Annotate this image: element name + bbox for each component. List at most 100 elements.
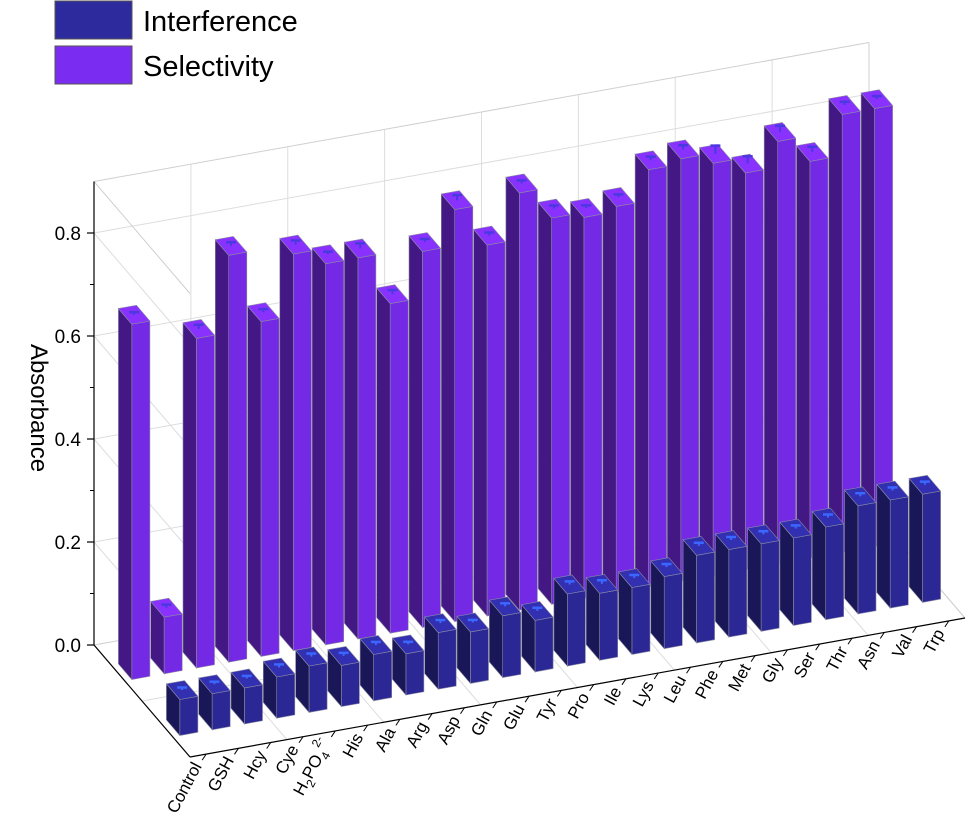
x-tick — [234, 748, 239, 755]
bar-interference-Ala — [359, 635, 393, 702]
bar-selectivity-Gly — [699, 144, 732, 577]
bar-front-face — [922, 490, 941, 603]
bar-interference-Asp — [424, 613, 457, 691]
bar-selectivity-Lys — [569, 198, 603, 600]
bar-side-face — [908, 477, 923, 604]
bar-front-face — [308, 662, 328, 713]
bar-front-face — [680, 155, 700, 582]
bar-front-face — [566, 590, 586, 667]
bar-front-face — [228, 251, 248, 663]
bar-top-face — [779, 518, 812, 539]
bar-front-face — [454, 206, 474, 622]
bar-side-face — [408, 234, 423, 629]
x-tick — [363, 724, 369, 732]
bar-interference-Phe — [682, 536, 716, 644]
frame-edge — [93, 42, 870, 182]
bar-selectivity-Tyr — [473, 225, 506, 617]
x-tick-label: Pro — [564, 690, 593, 722]
bar-side-face — [570, 200, 585, 600]
bar-front-face — [648, 166, 667, 588]
bar-interference-Arg — [391, 634, 425, 696]
x-tick-label: Asn — [853, 637, 884, 672]
bar-selectivity-Ile — [537, 198, 571, 606]
bar-interference-His — [327, 646, 360, 708]
frame-edge — [93, 181, 191, 294]
bar-side-face — [118, 307, 133, 681]
bar-selectivity-Ser — [731, 153, 764, 571]
bar-interference-Tyr — [521, 601, 554, 673]
legend-label-selectivity: Selectivity — [143, 51, 274, 83]
bar-top-face — [408, 232, 442, 252]
bar-top-face — [279, 234, 312, 255]
x-tick — [944, 620, 950, 628]
bar-front-face — [696, 551, 715, 644]
y-axis-title: Absorbance — [25, 344, 52, 472]
x-tick — [266, 742, 272, 749]
bar-selectivity-Glu — [440, 190, 474, 623]
bar-top-face — [569, 198, 603, 218]
bar-side-face — [376, 287, 391, 635]
bar-side-face — [828, 97, 843, 553]
x-tick-label: Gln — [467, 707, 496, 739]
bar-front-face — [470, 628, 489, 684]
x-tick-label: Met — [725, 660, 755, 694]
x-tick — [815, 643, 821, 651]
bar-front-face — [276, 673, 296, 719]
x-tick-label: Gly — [758, 654, 787, 686]
bar-top-face — [828, 95, 861, 115]
bar-side-face — [634, 153, 649, 588]
legend: Interference Selectivity — [54, 0, 298, 85]
x-tick — [653, 672, 659, 680]
bar-top-face — [473, 225, 506, 246]
bar-front-face — [615, 202, 635, 594]
x-tick-label: Arg — [403, 719, 432, 751]
bar-interference-Ile — [585, 574, 619, 662]
bar-side-face — [344, 241, 359, 640]
legend-label-interference: Interference — [143, 6, 298, 38]
bar-side-face — [505, 176, 520, 611]
x-tick-label: Val — [888, 632, 916, 662]
y-tick-label: 0.4 — [55, 430, 82, 451]
bar-interference-Hcy — [230, 668, 264, 725]
bar-front-face — [211, 690, 231, 731]
x-tick — [718, 661, 724, 668]
bar-top-face — [843, 486, 877, 507]
bar-top-face — [521, 601, 554, 621]
bar-interference-Val — [876, 480, 909, 609]
bar-selectivity-Phe — [634, 150, 668, 588]
x-tick — [589, 684, 595, 691]
bar-interference-Gly — [747, 524, 780, 633]
bar-interference-Lys — [617, 568, 651, 656]
x-tick — [847, 637, 853, 645]
bar-side-face — [699, 146, 714, 577]
x-tick-label: Ser — [790, 649, 819, 682]
x-tick-label: Phe — [691, 666, 722, 702]
bar-interference-Thr — [811, 507, 845, 621]
x-tick — [686, 666, 691, 674]
side-wall-grid-line — [93, 232, 191, 346]
bar-interference-H2PO4 2- — [295, 646, 328, 714]
bar-front-face — [518, 189, 538, 611]
bar-side-face — [714, 533, 730, 638]
bar-front-face — [340, 661, 360, 707]
bar-interference-Cye — [262, 657, 296, 720]
bar-selectivity-Control — [117, 304, 151, 681]
x-tick-label: Lys — [629, 678, 658, 710]
bar-side-face — [666, 142, 682, 582]
bar-interference-Ser — [779, 518, 812, 627]
bar-selectivity-Leu — [602, 187, 635, 594]
x-tick — [298, 736, 304, 744]
x-tick-label: Trp — [920, 626, 948, 657]
bar-front-face — [841, 110, 861, 553]
bar-top-face — [182, 319, 216, 339]
bar-side-face — [860, 92, 875, 548]
bars — [117, 89, 942, 737]
bar-front-face — [179, 695, 199, 736]
bar-side-face — [796, 144, 811, 559]
bar-front-face — [422, 247, 441, 628]
x-tick-label: Asp — [433, 713, 464, 748]
bar-side-face — [215, 238, 229, 664]
x-tick — [912, 626, 917, 633]
bar-front-face — [583, 213, 603, 599]
bar-front-face — [551, 214, 571, 605]
